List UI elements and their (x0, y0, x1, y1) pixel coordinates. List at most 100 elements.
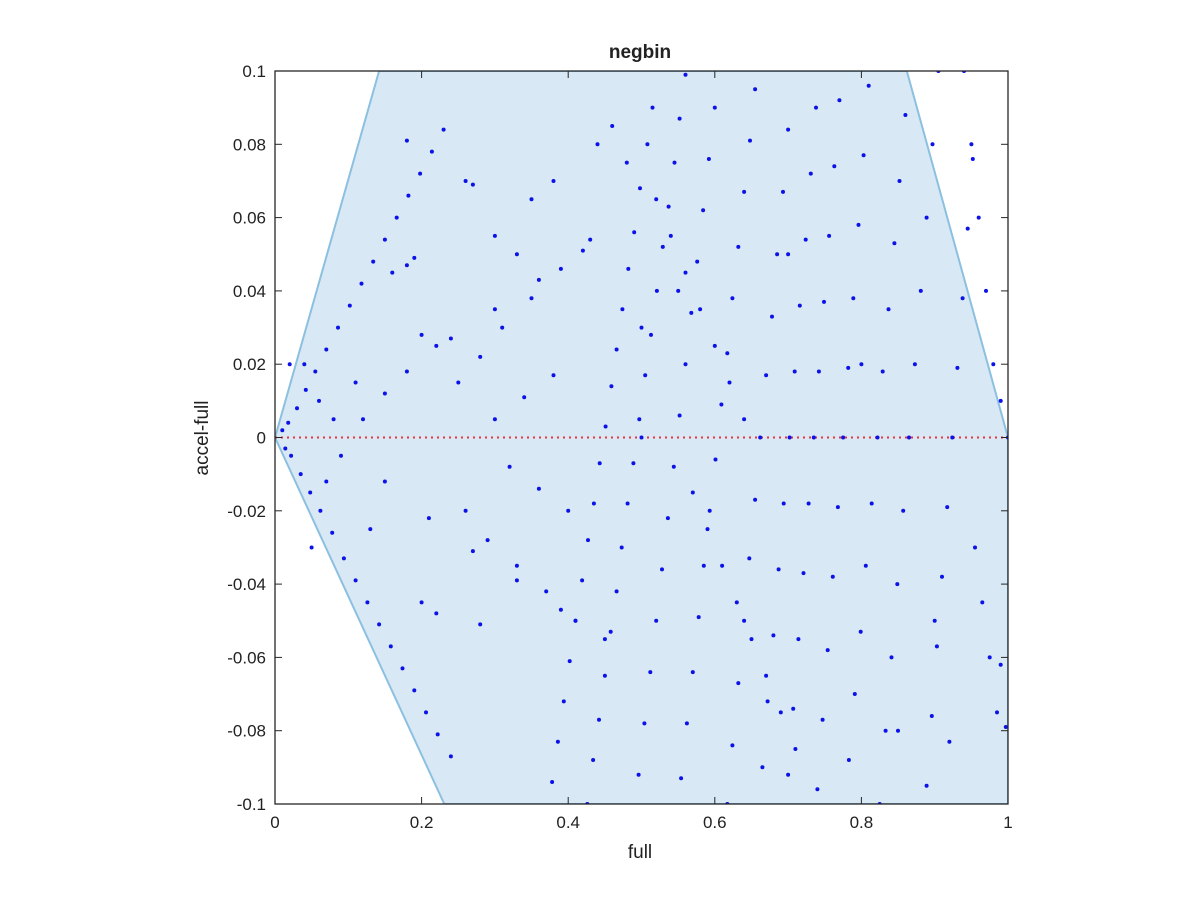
data-point (624, 160, 629, 165)
data-point (435, 732, 440, 737)
data-point (649, 332, 653, 337)
data-point (522, 395, 527, 400)
data-point (636, 772, 641, 777)
data-point (998, 662, 1003, 667)
data-point (932, 618, 937, 623)
data-point (550, 780, 555, 784)
data-point (648, 670, 653, 675)
data-point (852, 692, 857, 696)
data-point (308, 490, 313, 495)
plot-content (275, 71, 1008, 804)
data-point (331, 417, 336, 422)
data-point (719, 402, 724, 407)
data-point (390, 270, 395, 275)
data-point (434, 611, 439, 616)
data-point (404, 138, 409, 143)
data-point (382, 237, 387, 242)
data-point (965, 226, 970, 231)
data-point (400, 666, 405, 671)
data-point (987, 655, 992, 660)
x-tick-label: 0.4 (556, 813, 580, 832)
x-tick-label: 0.6 (703, 813, 727, 832)
data-point (336, 325, 340, 330)
data-point (787, 435, 792, 440)
data-point (595, 142, 600, 147)
data-point (492, 233, 497, 238)
data-point (814, 105, 818, 110)
data-point (859, 362, 864, 367)
data-point (514, 563, 519, 568)
data-point (365, 600, 370, 605)
data-point (558, 266, 563, 271)
data-point (377, 622, 382, 627)
data-point (846, 365, 851, 370)
data-point (341, 556, 346, 561)
data-point (764, 373, 769, 378)
data-point (412, 688, 417, 693)
data-point (720, 563, 725, 568)
data-point (588, 237, 593, 242)
data-point (786, 127, 791, 132)
data-point (610, 124, 615, 128)
data-point (507, 464, 512, 469)
data-point (660, 567, 664, 572)
data-point (404, 263, 409, 268)
data-point (781, 189, 785, 194)
data-point (730, 296, 735, 301)
data-point (394, 215, 399, 220)
data-point (792, 369, 797, 374)
y-tick-label: 0.1 (242, 62, 266, 81)
data-point (597, 717, 601, 722)
x-tick-label: 1 (1003, 813, 1012, 832)
data-point (654, 288, 659, 293)
data-point (725, 351, 730, 356)
data-point (631, 461, 636, 466)
data-point (620, 307, 625, 312)
data-point (650, 105, 655, 110)
data-point (566, 508, 571, 513)
data-point (781, 501, 786, 506)
data-point (551, 179, 556, 183)
data-point (642, 721, 647, 726)
data-point (796, 637, 801, 642)
data-point (858, 629, 863, 634)
data-point (892, 241, 897, 246)
data-point (758, 435, 763, 440)
data-point (353, 578, 358, 583)
data-point (797, 303, 802, 308)
data-point (317, 398, 321, 403)
data-point (608, 629, 613, 634)
data-point (677, 116, 682, 121)
y-tick-label: -0.1 (237, 795, 266, 814)
data-point (690, 490, 695, 495)
data-point (934, 644, 939, 649)
data-point (753, 497, 758, 502)
data-point (591, 758, 596, 762)
data-point (679, 776, 684, 781)
data-point (388, 644, 393, 649)
data-point (637, 417, 642, 422)
data-point (672, 160, 677, 165)
data-point (1003, 725, 1008, 729)
data-point (639, 435, 644, 440)
data-point (289, 453, 294, 458)
data-point (424, 710, 428, 715)
data-point (851, 296, 856, 301)
data-point (816, 369, 821, 374)
data-point (765, 699, 770, 704)
data-point (463, 179, 468, 183)
data-point (837, 98, 842, 103)
data-point (555, 739, 560, 744)
data-point (586, 538, 590, 543)
data-point (701, 208, 706, 213)
data-point (619, 545, 624, 550)
data-point (361, 417, 365, 422)
data-point (742, 618, 747, 623)
data-point (947, 739, 952, 744)
data-point (712, 343, 717, 348)
data-point (764, 673, 769, 678)
data-point (895, 582, 900, 587)
data-point (866, 83, 871, 88)
data-point (603, 424, 608, 429)
data-point (886, 307, 891, 312)
